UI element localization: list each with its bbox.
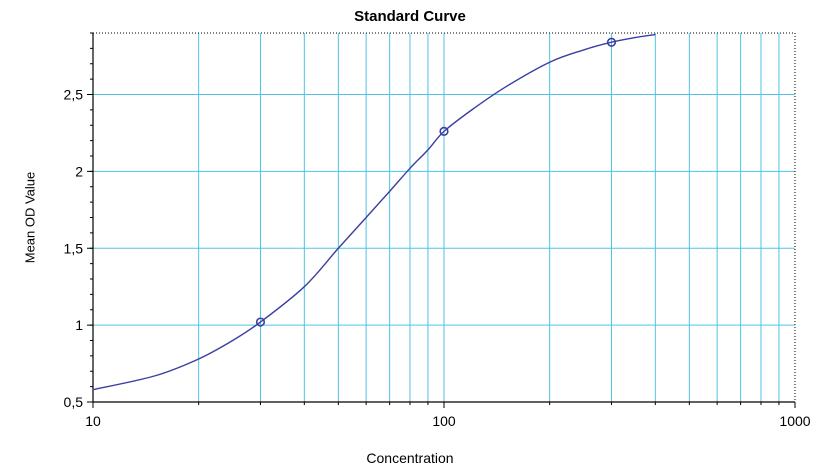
x-tick-label: 1000 (779, 413, 810, 429)
y-tick-label: 1 (75, 317, 83, 333)
data-point (439, 126, 449, 136)
y-tick-label: 1,5 (64, 240, 84, 256)
data-point (606, 37, 617, 47)
y-tick-label: 2 (75, 163, 83, 179)
fitted-curve-line (92, 33, 656, 391)
x-tick-label: 100 (432, 413, 456, 429)
curve-layer (92, 33, 656, 391)
grid-layer (93, 33, 795, 402)
chart-title: Standard Curve (354, 8, 466, 25)
data-point (255, 317, 266, 327)
y-tick-label: 0,5 (64, 394, 84, 410)
y-tick-label: 2,5 (64, 87, 84, 103)
x-axis-label: Concentration (366, 450, 454, 466)
y-axis-label: Mean OD Value (22, 171, 38, 264)
data-points-layer (255, 37, 617, 327)
x-tick-label: 10 (85, 413, 101, 429)
axes-layer: 0,5 1 1,5 2 2,5 10 100 1000 (64, 32, 811, 429)
